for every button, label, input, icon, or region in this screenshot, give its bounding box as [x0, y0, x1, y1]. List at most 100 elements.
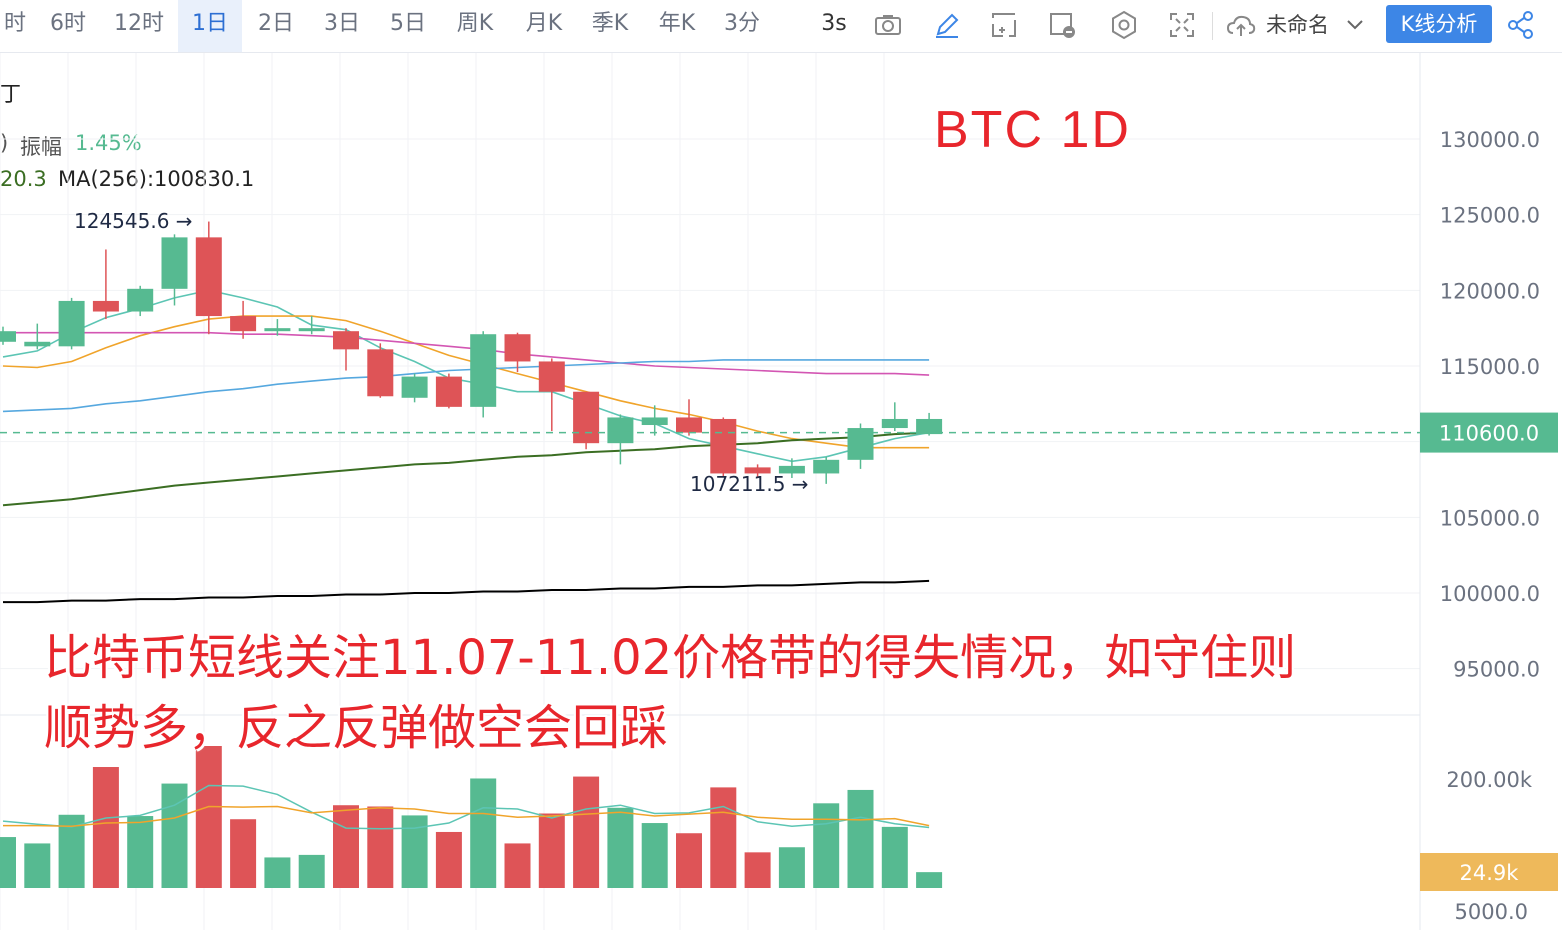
- candle-body: [333, 331, 359, 350]
- volume-bar: [230, 819, 257, 888]
- interval-tab[interactable]: 1日: [178, 0, 242, 52]
- volume-ma-line: [3, 805, 930, 827]
- candle-body: [744, 467, 771, 474]
- price-tick-label: 115000.0: [1440, 355, 1540, 379]
- volume-ma-line: [2, 784, 930, 830]
- fullscreen-icon[interactable]: [1167, 10, 1197, 40]
- ma-line-ma60: [2, 359, 930, 413]
- candle-body: [161, 237, 188, 289]
- volume-bar: [573, 776, 600, 888]
- candle-body: [401, 376, 428, 398]
- current-price-label: 110600.0: [1439, 422, 1539, 446]
- volume-bar: [367, 806, 394, 888]
- volume-bar: [195, 746, 222, 888]
- volume-bar: [298, 854, 325, 888]
- interval-tab[interactable]: 12时: [114, 11, 164, 36]
- kline-analysis-button[interactable]: K线分析: [1386, 5, 1492, 43]
- candle-body: [230, 316, 257, 332]
- candle-body: [641, 417, 668, 426]
- amplitude-value: 1.45%: [75, 131, 142, 155]
- candle-body: [367, 349, 394, 397]
- candle-body: [0, 331, 16, 342]
- crop-icon[interactable]: [989, 10, 1019, 40]
- toolbar-divider: [1212, 12, 1213, 40]
- candle-body: [264, 328, 291, 332]
- candle-body: [298, 328, 325, 332]
- interval-tab[interactable]: 5日: [390, 11, 426, 36]
- price-tick-label: 105000.0: [1440, 506, 1540, 530]
- candle-body: [92, 300, 119, 312]
- toolbar: 时 6时 12时 1日 2日 3日 5日 周K 月K 季K 年K 3分 3s 未命名 K线分析: [0, 0, 1562, 53]
- interval-tab[interactable]: 月K: [525, 11, 563, 36]
- volume-bar: [778, 847, 805, 888]
- workspace-name-dropdown[interactable]: 未命名: [1266, 13, 1329, 37]
- volume-bar: [264, 857, 291, 888]
- ma-line-ma120: [2, 431, 930, 507]
- candle-body: [676, 417, 702, 433]
- candle-body: [504, 334, 531, 362]
- interval-tab[interactable]: 时: [3, 11, 26, 36]
- amplitude-prefix: ): [0, 131, 9, 155]
- volume-current-badge: [1420, 853, 1558, 891]
- interval-tab[interactable]: 3分: [724, 11, 760, 36]
- candle-body: [538, 361, 565, 392]
- volume-bar: [127, 816, 154, 888]
- header-fragment: 丁: [0, 82, 21, 106]
- current-price-badge: [1420, 412, 1558, 453]
- interval-tab[interactable]: 3日: [324, 11, 360, 36]
- candle-body: [710, 418, 737, 474]
- interval-tab[interactable]: 2日: [258, 11, 294, 36]
- volume-bar: [538, 813, 565, 888]
- candle-body: [470, 334, 497, 407]
- settings-icon[interactable]: [1109, 10, 1139, 40]
- low-price-annotation: 107211.5 →: [690, 472, 809, 496]
- candle-body: [847, 428, 874, 460]
- candle-body: [127, 288, 154, 312]
- interval-tab[interactable]: 周K: [456, 11, 494, 36]
- analysis-note-line-2: 顺势多，反之反弹做空会回踩: [44, 700, 669, 756]
- volume-bar: [0, 837, 16, 888]
- camera-icon[interactable]: [873, 10, 903, 40]
- ma-line-ma5: [2, 289, 930, 463]
- ma120-value: 20.3: [0, 167, 47, 191]
- ma-line-ma10: [2, 315, 930, 449]
- refresh-interval[interactable]: 3s: [821, 11, 847, 36]
- volume-current-label: 24.9k: [1460, 861, 1520, 885]
- candlestick-chart[interactable]: 130000.0 125000.0 120000.0 115000.0 105000.0…: [0, 53, 1562, 930]
- price-tick-label: 95000.0: [1453, 658, 1540, 682]
- volume-bar: [710, 787, 737, 888]
- candle-body: [58, 300, 85, 347]
- volume-bar: [676, 833, 702, 888]
- volume-bar: [470, 778, 497, 888]
- interval-tab[interactable]: 6时: [50, 11, 86, 36]
- candle-body: [435, 376, 462, 407]
- candle-body: [607, 417, 634, 444]
- cloud-icon[interactable]: [1226, 11, 1256, 41]
- volume-bar: [813, 803, 840, 888]
- ma-line-ma256: [3, 579, 930, 604]
- candle-body: [778, 465, 805, 474]
- interval-tab[interactable]: 季K: [591, 11, 629, 36]
- ma256-label: MA(256):100830.1: [58, 167, 255, 191]
- volume-bar: [24, 843, 51, 888]
- volume-tick-label: 5000.0: [1455, 900, 1528, 924]
- share-icon[interactable]: [1506, 10, 1536, 40]
- price-tick-label: 130000.0: [1440, 128, 1540, 152]
- interval-tab[interactable]: 年K: [658, 11, 696, 36]
- volume-bar: [916, 872, 943, 888]
- candle-body: [916, 418, 943, 435]
- candle-body: [573, 391, 600, 444]
- volume-bar: [92, 767, 119, 888]
- chevron-down-icon[interactable]: [1344, 12, 1366, 36]
- ma-line-ma30: [3, 331, 930, 376]
- volume-bar: [847, 789, 874, 888]
- volume-bar: [435, 831, 462, 888]
- volume-bar: [333, 805, 359, 888]
- compare-icon[interactable]: [1047, 10, 1077, 40]
- candle-body: [195, 237, 222, 317]
- price-tick-label: 120000.0: [1440, 279, 1540, 303]
- volume-tick-label: 200.00k: [1446, 768, 1532, 792]
- volume-bar: [504, 843, 531, 888]
- volume-bar: [641, 823, 668, 888]
- pencil-icon[interactable]: [932, 10, 962, 40]
